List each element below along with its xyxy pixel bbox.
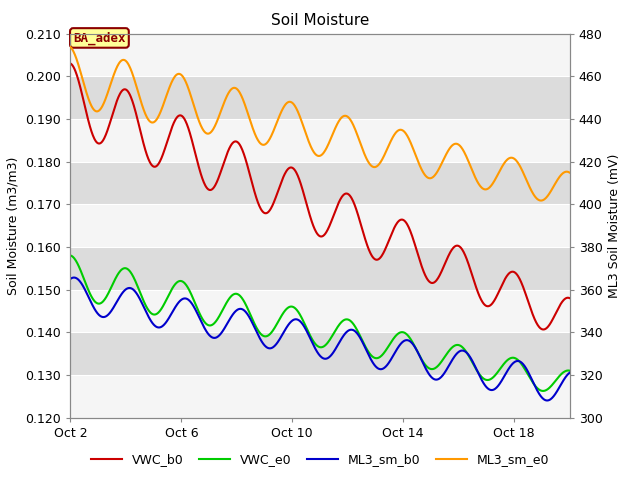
Bar (70, 34, 570, 76)
Bar (70, 247, 570, 289)
Y-axis label: ML3 Soil Moisture (mV): ML3 Soil Moisture (mV) (608, 154, 621, 298)
Bar (70, 375, 570, 418)
Y-axis label: Soil Moisture (m3/m3): Soil Moisture (m3/m3) (7, 156, 20, 295)
Legend: VWC_b0, VWC_e0, ML3_sm_b0, ML3_sm_e0: VWC_b0, VWC_e0, ML3_sm_b0, ML3_sm_e0 (86, 448, 554, 471)
Bar (70, 162, 570, 204)
Bar (70, 76, 570, 119)
Bar (70, 332, 570, 375)
Bar (70, 119, 570, 162)
Bar (70, 204, 570, 247)
Title: Soil Moisture: Soil Moisture (271, 13, 369, 28)
Bar (70, 289, 570, 332)
Text: BA_adex: BA_adex (73, 31, 125, 45)
